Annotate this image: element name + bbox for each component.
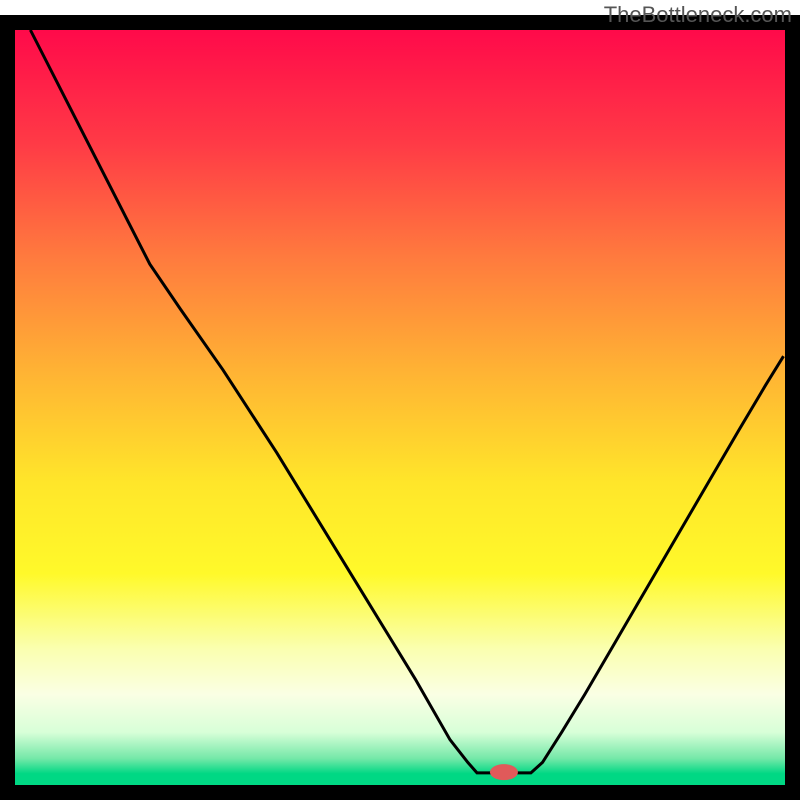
bottleneck-chart bbox=[0, 0, 800, 800]
watermark-text: TheBottleneck.com bbox=[604, 2, 792, 28]
frame-right bbox=[785, 15, 800, 800]
frame-bottom bbox=[0, 785, 800, 800]
plot-background bbox=[15, 30, 785, 785]
frame-left bbox=[0, 15, 15, 800]
minimum-marker bbox=[490, 764, 518, 780]
